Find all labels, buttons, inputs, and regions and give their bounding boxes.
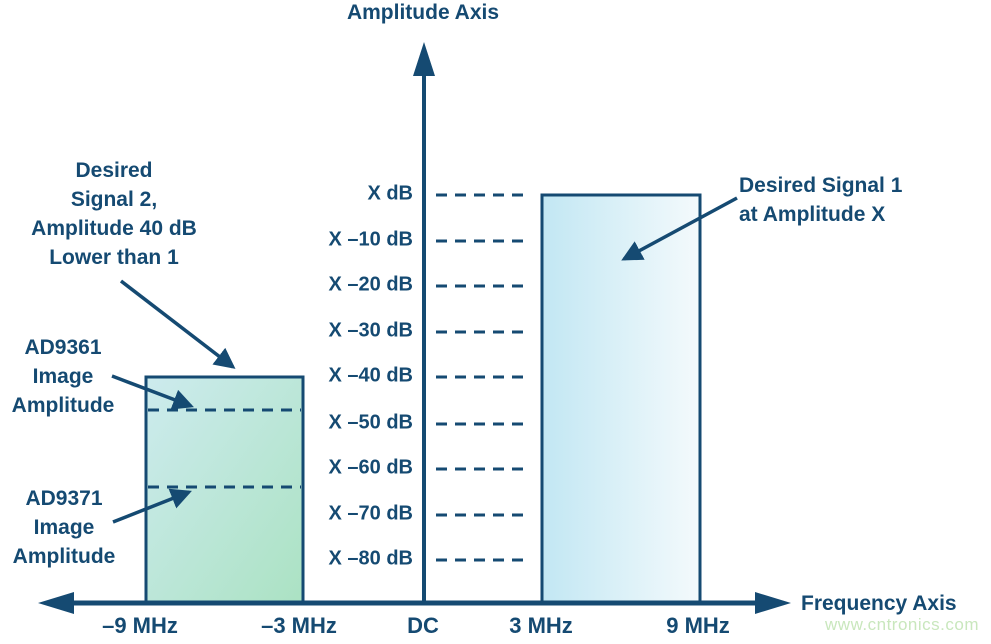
amplitude-tick-label: X –70 dB <box>328 502 413 525</box>
annotation-line: Amplitude 40 dB <box>31 217 197 240</box>
signal1-bar <box>540 193 702 605</box>
watermark-text: www.cntronics.com <box>825 615 979 634</box>
frequency-tick-label: 3 MHz <box>509 613 573 638</box>
annotation-line: AD9371 <box>25 487 103 510</box>
frequency-tick-label: –3 MHz <box>261 613 337 638</box>
amplitude-gridlines <box>436 193 529 562</box>
frequency-tick-label: –9 MHz <box>102 613 178 638</box>
amplitude-tick-label: X –60 dB <box>328 456 413 479</box>
amplitude-tick-label: X –40 dB <box>328 364 413 387</box>
amplitude-tick-label: X –30 dB <box>328 319 413 342</box>
desired-signal2-arrow <box>119 279 236 369</box>
frequency-axis-title: Frequency Axis <box>801 592 957 615</box>
amplitude-tick-label: X –80 dB <box>328 547 413 570</box>
annotation-line: Amplitude <box>11 394 115 417</box>
desired-signal1-annotation: Desired Signal 1 at Amplitude X <box>739 171 902 229</box>
ad9371-arrow <box>112 488 192 524</box>
ad9371-annotation: AD9371 Image Amplitude <box>13 484 116 571</box>
ad9361-arrow <box>111 374 194 410</box>
frequency-axis-left-arrowhead <box>38 592 74 614</box>
frequency-axis <box>38 592 791 614</box>
amplitude-tick-label: X –10 dB <box>328 228 413 251</box>
annotation-line: at Amplitude X <box>739 203 886 226</box>
annotation-line: Lower than 1 <box>49 246 179 269</box>
annotation-line: Amplitude <box>12 545 116 568</box>
amplitude-axis-title: Amplitude Axis <box>346 1 500 24</box>
annotation-line: Desired <box>75 159 153 182</box>
amplitude-tick-label: X –50 dB <box>328 411 413 434</box>
desired-signal1-arrow <box>621 196 738 261</box>
amplitude-axis-arrowhead <box>413 42 435 76</box>
frequency-tick-label: DC <box>407 613 439 638</box>
amplitude-axis <box>413 42 435 601</box>
annotation-line: Signal 2, <box>70 188 158 211</box>
frequency-axis-right-arrowhead <box>755 592 791 614</box>
ad9361-annotation: AD9361 Image Amplitude <box>12 333 115 420</box>
annotation-line: Image <box>33 516 95 539</box>
frequency-tick-label: 9 MHz <box>666 613 730 638</box>
annotation-line: AD9361 <box>24 336 102 359</box>
amplitude-tick-label: X dB <box>367 182 413 205</box>
amplitude-tick-label: X –20 dB <box>328 273 413 296</box>
desired-signal2-annotation: Desired Signal 2, Amplitude 40 dB Lower … <box>31 156 197 272</box>
annotation-line: Image <box>32 365 94 388</box>
annotation-line: Desired Signal 1 <box>739 174 903 197</box>
